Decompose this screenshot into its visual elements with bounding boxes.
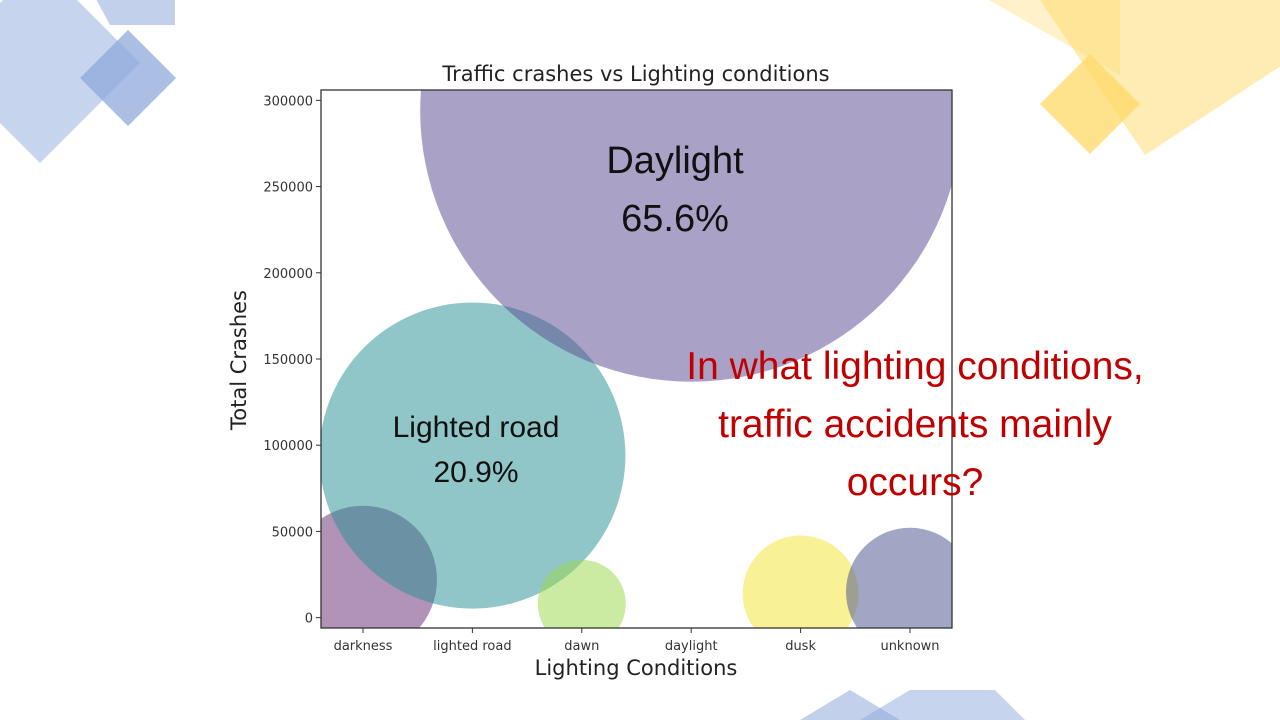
y-axis-label: Total Crashes [227,290,251,431]
blue-diamond-small [80,30,176,126]
y-tick-label: 50000 [272,525,313,540]
lighted-road-annotation-value: 20.9% [433,456,518,489]
yellow-diamond-side [988,0,1120,75]
yellow-diamond-large [1040,0,1280,155]
y-tick-label: 300000 [263,94,313,109]
x-axis: darkness lighted road dawn daylight dusk unkn… [334,628,940,654]
question-callout: In what lighting conditions, traffic acc… [640,338,1190,512]
question-line-1: In what lighting conditions, [686,345,1144,388]
yellow-diamond-small [1040,54,1140,154]
lighted-road-annotation: Lighted road 20.9% [393,411,560,489]
x-tick-label: dusk [785,639,816,654]
bubble-dusk [742,535,859,628]
bubble-dawn [537,559,626,628]
y-tick-label: 250000 [263,181,313,196]
chart-title: Traffic crashes vs Lighting conditions [441,62,829,86]
blue-diamond-bottom-right [860,690,1025,720]
bubble-lighted-road [321,302,626,609]
y-tick-label: 200000 [263,267,313,282]
y-tick-label: 150000 [263,353,313,368]
daylight-annotation-label: Daylight [606,140,744,182]
question-line-3: occurs? [846,461,984,504]
x-axis-label: Lighting Conditions [535,656,738,680]
bubble-unknown [846,527,952,628]
x-tick-label: unknown [880,639,939,654]
daylight-annotation-value: 65.6% [621,198,729,240]
x-tick-label: darkness [334,639,393,654]
bubble-daylight [420,90,952,382]
blue-diamond-mid [96,0,175,25]
y-tick-label: 0 [305,612,313,627]
blue-diamond-large [0,0,140,163]
x-tick-label: daylight [665,639,718,654]
lighted-road-annotation-label: Lighted road [393,411,560,444]
x-tick-label: lighted road [433,639,511,654]
y-axis: 0 50000 100000 150000 200000 250000 300000 [263,94,321,627]
bubble-layer [321,90,952,628]
y-tick-label: 100000 [263,439,313,454]
daylight-annotation: Daylight 65.6% [606,140,744,240]
x-tick-label: dawn [564,639,599,654]
question-line-2: traffic accidents mainly [718,403,1112,446]
